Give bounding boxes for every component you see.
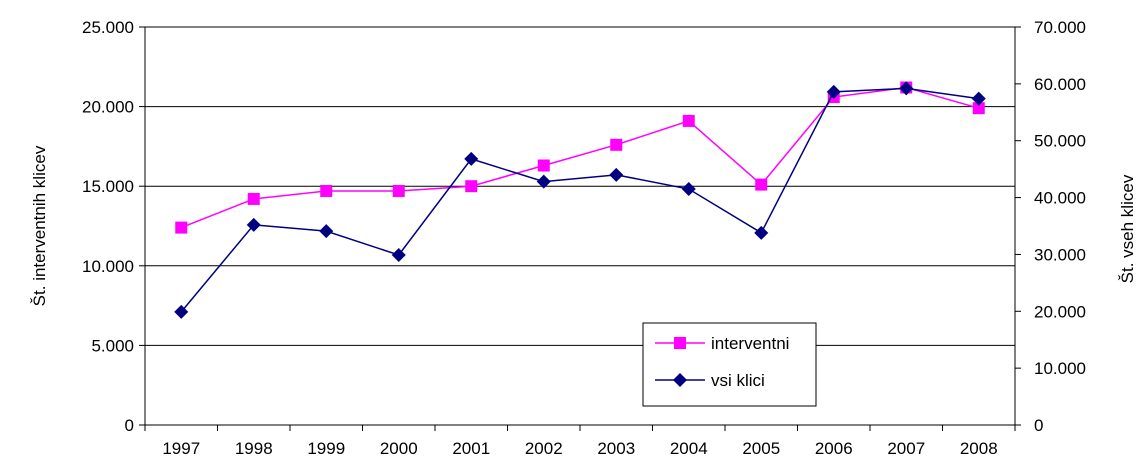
series-line [180, 87, 979, 313]
data-point [609, 167, 624, 182]
x-tick-label: 2006 [815, 439, 853, 458]
data-point [972, 102, 985, 115]
legend-label: vsi klici [711, 371, 765, 390]
data-point [175, 221, 188, 234]
left-tick-label: 25.000 [82, 18, 134, 37]
data-point [674, 337, 686, 349]
right-tick-label: 0 [1034, 416, 1043, 435]
series-vsi-klici [174, 81, 986, 319]
data-point [246, 217, 261, 232]
right-tick-label: 10.000 [1034, 359, 1086, 378]
x-tick-label: 2001 [452, 439, 490, 458]
series-interventni [175, 81, 985, 234]
data-point [754, 225, 769, 240]
data-point [465, 180, 478, 193]
data-point [537, 159, 550, 172]
y-right-axis-title: Št. vseh klicev [1118, 174, 1137, 283]
x-tick-label: 2000 [380, 439, 418, 458]
data-point [610, 138, 623, 151]
left-tick-label: 10.000 [82, 257, 134, 276]
right-tick-label: 50.000 [1034, 132, 1086, 151]
legend-box [642, 322, 817, 407]
data-point [536, 174, 551, 189]
data-point [391, 247, 406, 262]
right-tick-label: 60.000 [1034, 75, 1086, 94]
left-tick-label: 5.000 [91, 336, 134, 355]
left-axis: 0 5.000 10.000 15.000 20.000 25.000 [82, 18, 145, 435]
data-point [971, 91, 986, 106]
right-axis: 0 10.000 20.000 30.000 40.000 50.000 60.000 70.… [1015, 18, 1086, 435]
data-point [392, 184, 405, 197]
y-left-axis-title: Št. interventnih klicev [30, 145, 49, 306]
data-point [320, 184, 333, 197]
data-point [174, 304, 189, 319]
x-tick-label: 2007 [887, 439, 925, 458]
data-point [247, 192, 260, 205]
x-tick-label: 2002 [525, 439, 563, 458]
data-point [319, 224, 334, 239]
data-point [682, 114, 695, 127]
x-tick-label: 1997 [162, 439, 200, 458]
right-tick-label: 40.000 [1034, 189, 1086, 208]
right-tick-label: 20.000 [1034, 302, 1086, 321]
legend-entry: interventni [655, 334, 789, 353]
data-point [464, 151, 479, 166]
right-tick-label: 30.000 [1034, 245, 1086, 264]
x-tick-label: 2008 [960, 439, 998, 458]
data-point [899, 81, 914, 96]
x-axis: 1997 1998 1999 2000 2001 2002 2003 2004 2005 2006… [144, 425, 1016, 458]
left-tick-label: 0 [125, 416, 134, 435]
left-tick-label: 15.000 [82, 177, 134, 196]
legend: interventni vsi klici [642, 322, 817, 407]
legend-entry: vsi klici [655, 371, 765, 390]
x-tick-label: 2003 [597, 439, 635, 458]
x-tick-label: 1998 [235, 439, 273, 458]
data-point [826, 84, 841, 99]
data-point [673, 373, 687, 387]
x-tick-label: 1999 [307, 439, 345, 458]
legend-label: interventni [711, 334, 789, 353]
series-layer [174, 81, 986, 319]
left-tick-label: 20.000 [82, 98, 134, 117]
data-point [755, 178, 768, 191]
gridlines [145, 26, 1015, 346]
data-point [681, 182, 696, 197]
right-tick-label: 70.000 [1034, 18, 1086, 37]
series-line [180, 86, 979, 229]
x-tick-label: 2004 [670, 439, 708, 458]
x-tick-label: 2005 [742, 439, 780, 458]
